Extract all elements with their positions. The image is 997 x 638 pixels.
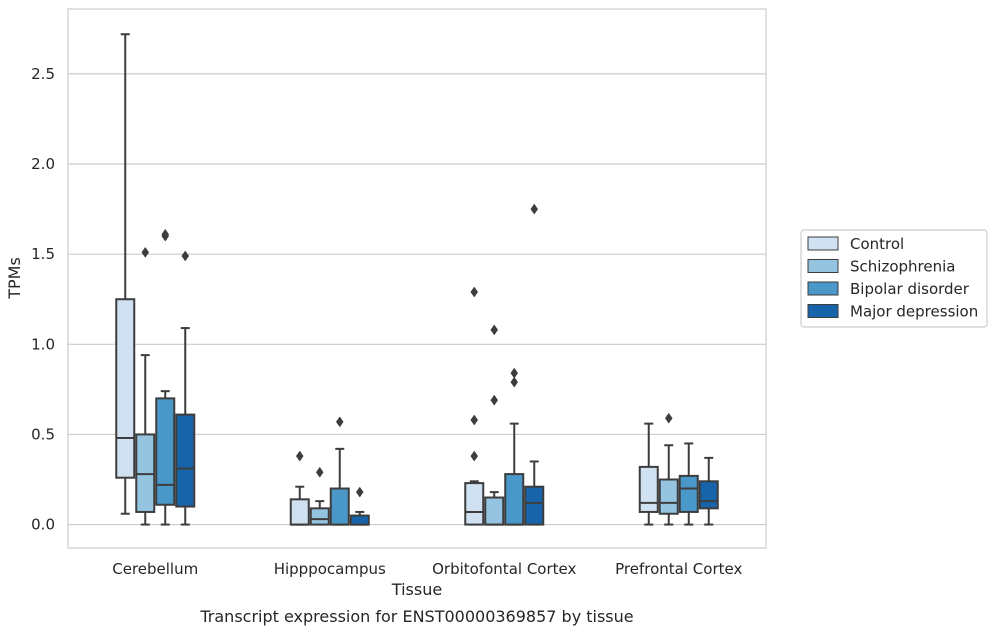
box-group [349,486,370,526]
legend-swatch [807,259,839,273]
legend: Control Schizophrenia Bipolar disorder Majo… [800,229,988,328]
box-iqr [309,507,330,526]
box-group [464,286,485,526]
outlier-point [664,412,673,424]
box-iqr [638,465,659,513]
outlier-point [355,486,364,498]
box-iqr [349,514,370,526]
y-axis-title: TPMs [5,257,24,300]
legend-swatch [807,304,839,318]
legend-label: Control [850,235,904,253]
x-tick-labels: Cerebellum Hipppocampus Orbitofontal Corte… [112,560,742,578]
box-iqr [175,413,196,508]
y-tick-labels: 0.0 0.5 1.0 1.5 2.0 2.5 [31,65,55,534]
outlier-point [335,416,344,428]
box-group [698,456,719,526]
chart-caption: Transcript expression for ENST0000036985… [199,607,633,626]
outlier-point [141,246,150,258]
outlier-point [530,203,539,215]
box-iqr [658,478,679,515]
outlier-point [470,286,479,298]
box-group [329,416,350,526]
x-tick-label: Cerebellum [112,560,198,578]
box-group [658,412,679,526]
box-group [484,324,505,526]
boxes [115,33,719,526]
box-group [115,33,136,515]
x-tick-label: Prefrontal Cortex [615,560,742,578]
box-group [638,422,659,526]
outlier-point [510,367,519,379]
y-tick-label: 1.5 [31,245,55,263]
outlier-point [181,250,190,262]
outlier-point [295,450,304,462]
box-group [524,203,545,526]
outlier-point [470,450,479,462]
legend-swatch [807,236,839,251]
box-iqr [115,298,136,479]
legend-frame [800,229,988,328]
box-iqr [484,496,505,526]
outlier-point [161,228,170,240]
legend-label: Schizophrenia [850,258,955,276]
box-iqr [678,474,699,513]
box-group [155,228,176,526]
box-iqr [504,473,525,526]
outlier-point [470,414,479,426]
box-group [175,250,196,526]
outlier-point [490,394,499,406]
y-tick-label: 0.0 [31,516,55,534]
box-group [309,466,330,526]
y-tick-label: 2.5 [31,65,55,83]
legend-label: Bipolar disorder [850,280,970,298]
x-axis-title: Tissue [391,580,442,599]
box-iqr [698,480,719,510]
box-group [504,367,525,526]
outlier-point [490,324,499,336]
box-iqr [464,482,485,526]
outlier-point [510,376,519,388]
box-iqr [524,485,545,526]
y-tick-label: 2.0 [31,155,55,173]
box-iqr [155,397,176,506]
y-tick-label: 0.5 [31,425,55,443]
box-iqr [289,498,310,526]
box-group [135,246,156,526]
legend-swatch [807,281,839,296]
x-tick-label: Orbitofontal Cortex [432,560,576,578]
box-group [678,442,699,526]
plot-frame [67,8,767,549]
box-iqr [329,487,350,526]
x-tick-label: Hipppocampus [274,560,386,578]
y-tick-label: 1.0 [31,335,55,353]
outlier-point [315,466,324,478]
box-group [289,450,310,526]
legend-label: Major depression [850,303,978,321]
